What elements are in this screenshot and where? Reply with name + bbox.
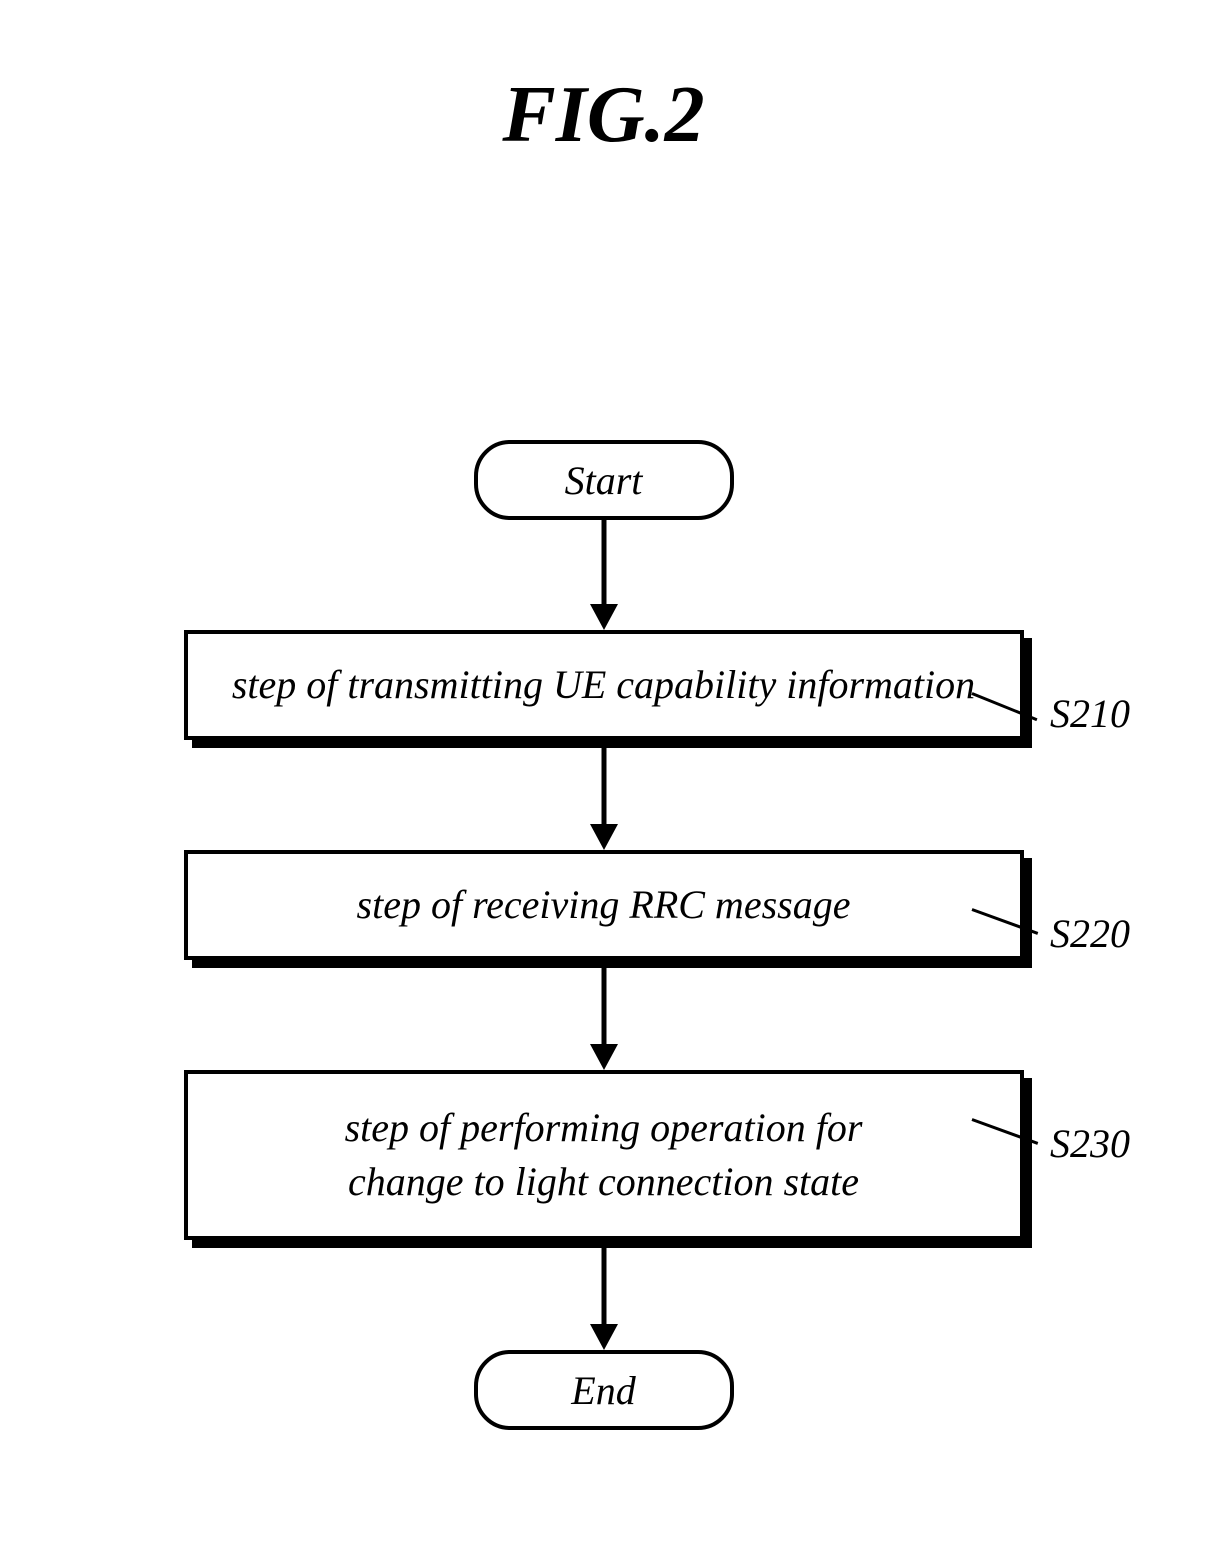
figure-title: FIG.2 [502, 70, 704, 161]
end-node-label: End [571, 1367, 635, 1414]
label-s210: S210 [1050, 690, 1130, 737]
arrow-head [590, 824, 618, 850]
arrow-line [601, 748, 606, 826]
process-s210-text: step of transmitting UE capability infor… [232, 658, 975, 712]
arrow-line [601, 520, 606, 606]
arrow-head [590, 1324, 618, 1350]
label-s230: S230 [1050, 1120, 1130, 1167]
start-node: Start [474, 440, 734, 520]
process-s220-text: step of receiving RRC message [357, 878, 851, 932]
process-s230-box: step of performing operation for change … [184, 1070, 1024, 1240]
start-node-label: Start [565, 457, 643, 504]
process-s210: step of transmitting UE capability infor… [184, 630, 1024, 740]
process-s210-box: step of transmitting UE capability infor… [184, 630, 1024, 740]
process-s230: step of performing operation for change … [184, 1070, 1024, 1240]
process-s220-box: step of receiving RRC message [184, 850, 1024, 960]
arrow-line [601, 968, 606, 1046]
arrow-line [601, 1248, 606, 1326]
arrow-head [590, 1044, 618, 1070]
end-node: End [474, 1350, 734, 1430]
process-s220: step of receiving RRC message [184, 850, 1024, 960]
arrow-head [590, 604, 618, 630]
label-s220: S220 [1050, 910, 1130, 957]
process-s230-text: step of performing operation for change … [345, 1101, 863, 1209]
